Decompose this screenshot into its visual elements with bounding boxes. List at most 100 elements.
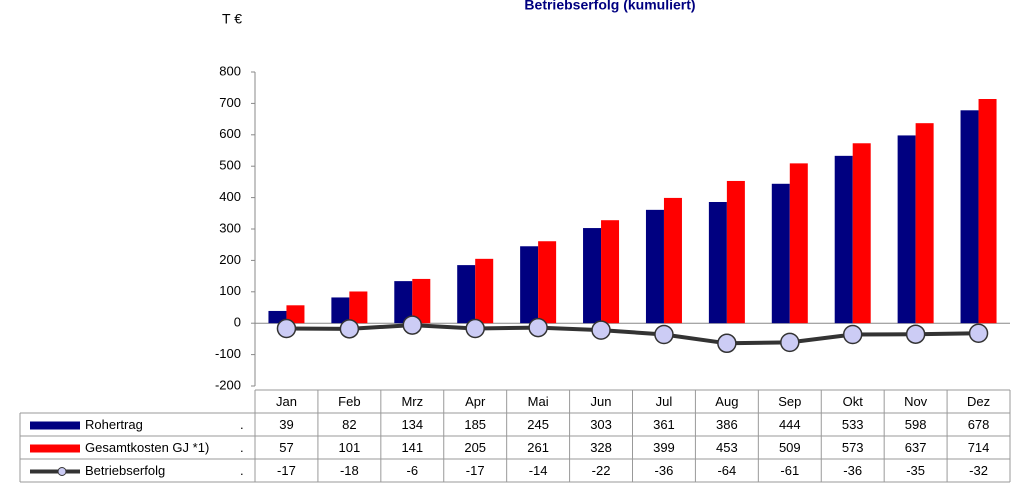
- table-value: 185: [464, 417, 486, 432]
- table-value: 57: [279, 440, 293, 455]
- x-tick-label: Jan: [276, 394, 297, 409]
- legend-swatch: [30, 444, 80, 453]
- table-value: 637: [905, 440, 927, 455]
- bar: [978, 99, 997, 324]
- legend-label: Betriebserfolg: [85, 463, 165, 478]
- table-value: 101: [339, 440, 361, 455]
- bar: [771, 183, 790, 324]
- x-tick-label: Okt: [843, 394, 864, 409]
- bar: [601, 220, 620, 324]
- bar: [645, 209, 664, 324]
- legend-marker: [57, 467, 67, 476]
- x-tick-label: Sep: [778, 394, 801, 409]
- table-value: 261: [527, 440, 549, 455]
- table-value: 386: [716, 417, 738, 432]
- table-value: -22: [592, 463, 611, 478]
- marker: [528, 317, 548, 338]
- table-value: 533: [842, 417, 864, 432]
- marker: [591, 320, 611, 340]
- marker: [339, 319, 360, 339]
- table-value: 303: [590, 417, 612, 432]
- bar: [349, 291, 368, 324]
- y-tick-label: 100: [219, 283, 241, 298]
- bar: [286, 305, 305, 324]
- bar: [457, 265, 476, 324]
- table-value: -18: [340, 463, 359, 478]
- marker: [276, 318, 297, 339]
- table-value: 453: [716, 440, 738, 455]
- table-marker: .: [240, 417, 244, 432]
- table-value: 714: [968, 440, 990, 455]
- bar: [852, 143, 871, 324]
- table-value: -36: [655, 463, 674, 478]
- table-value: -17: [466, 463, 485, 478]
- legend-label: Gesamtkosten GJ *1): [85, 440, 209, 455]
- bar: [538, 241, 557, 324]
- table-marker: .: [240, 440, 244, 455]
- marker: [654, 324, 674, 345]
- x-tick-label: Jul: [656, 394, 673, 409]
- table-value: 245: [527, 417, 549, 432]
- bar: [897, 135, 916, 324]
- table-value: -17: [277, 463, 296, 478]
- bar: [475, 258, 494, 324]
- table-value: 444: [779, 417, 801, 432]
- y-tick-label: 0: [234, 315, 241, 330]
- y-tick-label: -200: [215, 377, 241, 392]
- bar: [726, 180, 745, 324]
- legend-swatch: [30, 421, 80, 430]
- x-tick-label: Mrz: [401, 394, 423, 409]
- table-value: -35: [906, 463, 925, 478]
- table-value: 205: [464, 440, 486, 455]
- bar: [789, 163, 808, 324]
- x-tick-label: Jun: [591, 394, 612, 409]
- y-tick-label: 500: [219, 158, 241, 173]
- bar: [708, 201, 727, 324]
- bar: [663, 197, 682, 324]
- y-tick-label: 400: [219, 189, 241, 204]
- table-value: 141: [401, 440, 423, 455]
- x-tick-label: Dez: [967, 394, 990, 409]
- y-tick-label: 600: [219, 126, 241, 141]
- x-tick-label: Mai: [528, 394, 549, 409]
- bar: [520, 246, 539, 324]
- table-value: -6: [407, 463, 419, 478]
- table-value: -14: [529, 463, 548, 478]
- bar: [834, 155, 853, 324]
- y-tick-label: 800: [219, 63, 241, 78]
- table-value: 361: [653, 417, 675, 432]
- chart-title: Betriebserfolg (kumuliert): [524, 0, 695, 13]
- marker: [717, 333, 737, 354]
- marker: [780, 332, 800, 353]
- marker: [905, 324, 926, 344]
- table-value: 509: [779, 440, 801, 455]
- bar: [960, 110, 979, 324]
- y-tick-label: 300: [219, 220, 241, 235]
- table-value: 678: [968, 417, 990, 432]
- marker: [402, 315, 423, 335]
- y-axis-label: T €: [222, 11, 242, 27]
- bar: [331, 297, 350, 324]
- table-marker: .: [240, 463, 244, 478]
- x-tick-label: Nov: [904, 394, 928, 409]
- bar: [412, 278, 431, 324]
- bar: [394, 281, 413, 324]
- y-tick-label: 700: [219, 95, 241, 110]
- table-value: -32: [969, 463, 988, 478]
- marker: [465, 318, 485, 339]
- x-tick-label: Apr: [465, 394, 486, 409]
- table-value: 573: [842, 440, 864, 455]
- table-value: 598: [905, 417, 927, 432]
- legend-label: Rohertrag: [85, 417, 143, 432]
- marker: [968, 323, 989, 343]
- table-value: 134: [401, 417, 423, 432]
- table-value: 39: [279, 417, 293, 432]
- table-value: -64: [717, 463, 736, 478]
- y-tick-label: -100: [215, 346, 241, 361]
- table-value: -36: [843, 463, 862, 478]
- x-tick-label: Feb: [338, 394, 360, 409]
- bar: [915, 123, 934, 324]
- bar: [583, 228, 602, 324]
- marker: [842, 324, 863, 345]
